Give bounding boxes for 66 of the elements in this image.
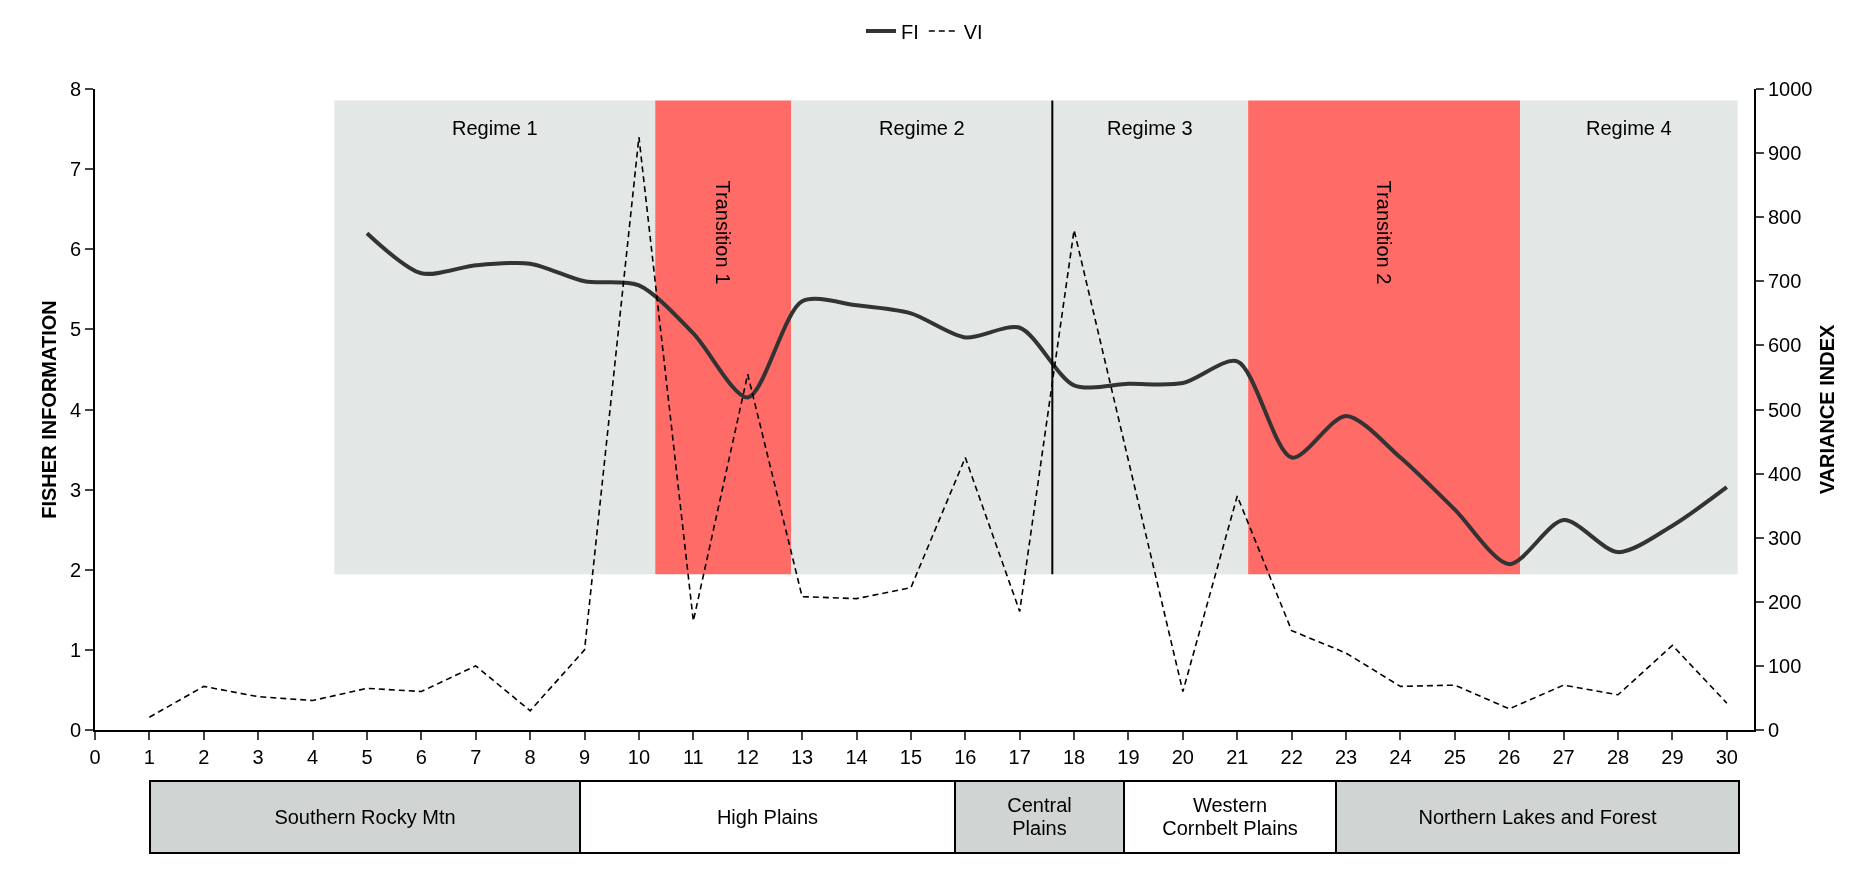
y-tick-label: 2 <box>69 558 81 581</box>
y2-tick-label: 500 <box>1768 398 1802 421</box>
x-tick-label: 17 <box>1008 746 1031 768</box>
legend-label: FI <box>901 20 919 43</box>
label-box: Central Plains <box>954 780 1125 854</box>
x-tick-label: 29 <box>1661 746 1684 768</box>
x-tick-label: 3 <box>252 746 264 768</box>
label-box: Northern Lakes and Forest <box>1335 780 1740 854</box>
y2-tick-label: 900 <box>1768 142 1802 165</box>
y-tick-label: 0 <box>69 719 81 741</box>
x-tick-label: 12 <box>736 746 759 768</box>
y2-tick-label: 1000 <box>1768 78 1813 100</box>
x-tick-label: 2 <box>198 746 210 768</box>
x-tick-label: 26 <box>1498 746 1521 768</box>
y2-tick-label: 400 <box>1768 462 1802 485</box>
x-tick-label: 23 <box>1334 746 1358 768</box>
x-tick-label: 4 <box>307 746 319 768</box>
y-tick-label: 3 <box>69 478 81 501</box>
band-label: Regime 4 <box>1586 117 1672 139</box>
band-label: Transition 1 <box>711 180 734 285</box>
label-box: High Plains <box>579 780 956 854</box>
x-tick-label: 25 <box>1443 746 1466 768</box>
x-tick-label: 0 <box>89 746 101 768</box>
x-tick-label: 18 <box>1062 746 1086 768</box>
x-tick-label: 24 <box>1389 746 1412 768</box>
x-tick-label: 10 <box>627 746 651 768</box>
y-tick-label: 8 <box>69 78 81 100</box>
band-label: Regime 1 <box>452 117 538 139</box>
x-tick-label: 14 <box>845 746 868 768</box>
x-tick-label: 27 <box>1552 746 1575 768</box>
y2-tick-label: 100 <box>1768 654 1802 677</box>
label-box: Southern Rocky Mtn <box>149 780 581 854</box>
y2-tick-label: 600 <box>1768 334 1802 357</box>
y2-tick-label: 0 <box>1768 719 1780 741</box>
x-tick-label: 5 <box>361 746 373 768</box>
y-tick-label: 4 <box>69 398 81 421</box>
band-label: Transition 2 <box>1372 180 1395 285</box>
x-tick-label: 30 <box>1715 746 1738 768</box>
x-tick-label: 28 <box>1606 746 1630 768</box>
x-tick-label: 15 <box>899 746 923 768</box>
y-tick-label: 7 <box>69 158 81 181</box>
legend-label: VI <box>963 20 983 43</box>
x-tick-label: 19 <box>1117 746 1140 768</box>
band-label: Regime 2 <box>879 117 965 139</box>
label-box: Western Cornbelt Plains <box>1123 780 1337 854</box>
y-tick-label: 6 <box>69 238 81 261</box>
x-tick-label: 1 <box>143 746 155 768</box>
y-tick-label: 1 <box>69 638 81 661</box>
x-tick-label: 6 <box>415 746 427 768</box>
x-tick-label: 13 <box>790 746 814 768</box>
x-tick-label: 11 <box>682 746 704 768</box>
y-tick-label: 5 <box>69 318 81 341</box>
y2-tick-label: 300 <box>1768 526 1802 549</box>
y2-tick-label: 200 <box>1768 590 1802 613</box>
x-tick-label: 7 <box>470 746 482 768</box>
y2-axis-title: VARIANCE INDEX <box>1815 324 1838 495</box>
y2-tick-label: 800 <box>1768 206 1802 229</box>
y-axis-title: FISHER INFORMATION <box>37 300 60 519</box>
x-tick-label: 16 <box>954 746 977 768</box>
x-tick-label: 21 <box>1226 746 1249 768</box>
band-label: Regime 3 <box>1107 117 1193 139</box>
x-tick-label: 22 <box>1280 746 1303 768</box>
y2-tick-label: 700 <box>1768 270 1802 293</box>
x-tick-label: 9 <box>578 746 591 768</box>
x-tick-label: 8 <box>524 746 536 768</box>
x-tick-label: 20 <box>1171 746 1194 768</box>
